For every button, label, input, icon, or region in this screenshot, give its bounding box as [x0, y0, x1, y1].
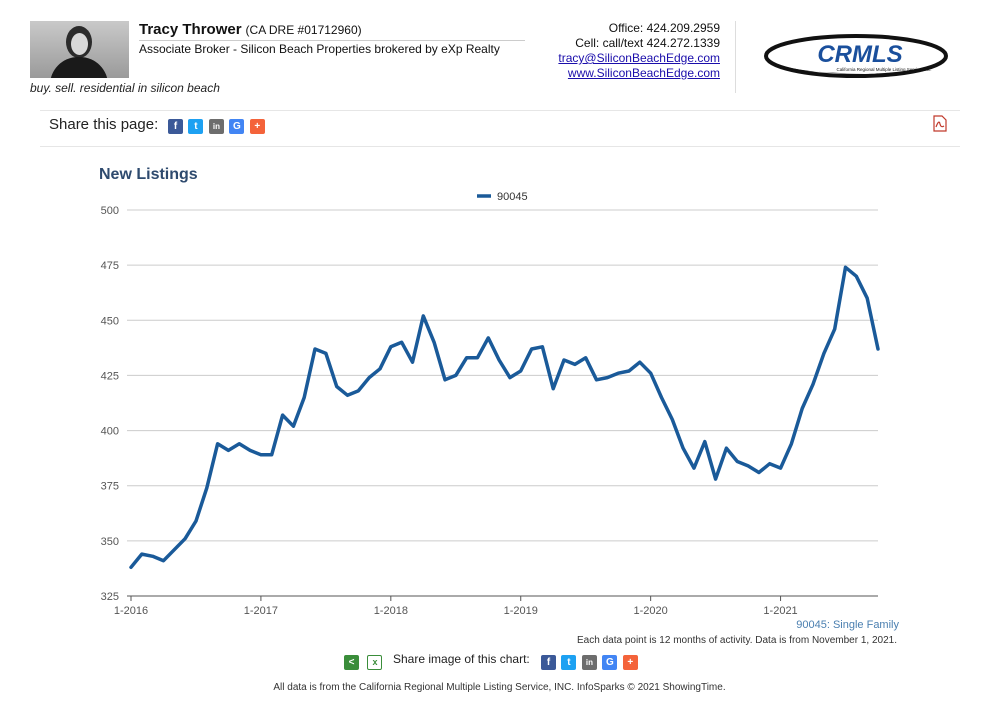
- chart-linkedin-icon[interactable]: in: [581, 655, 597, 670]
- x-tick-label: 1-2016: [114, 605, 148, 617]
- chart-tools: < x: [344, 652, 383, 670]
- logo-text: CRMLS: [817, 41, 902, 68]
- google-icon[interactable]: G: [229, 119, 245, 134]
- series-line-90045: [129, 265, 880, 570]
- y-tick-label: 450: [101, 315, 119, 327]
- chart-more-share-icon[interactable]: +: [622, 655, 638, 670]
- twitter-icon[interactable]: t: [188, 119, 204, 134]
- x-tick-label: 1-2018: [374, 605, 408, 617]
- y-tick-label: 350: [101, 536, 119, 548]
- share-chart-icon[interactable]: <: [344, 655, 359, 670]
- chart-google-icon[interactable]: G: [602, 655, 618, 670]
- cell-phone: Cell: call/text 424.272.1339: [575, 36, 720, 50]
- legend-label: 90045: [497, 191, 528, 203]
- x-tick-label: 1-2017: [244, 605, 278, 617]
- agent-license: (CA DRE #01712960): [245, 23, 362, 37]
- excel-export-icon[interactable]: x: [367, 655, 383, 670]
- chart-note: Each data point is 12 months of activity…: [577, 635, 897, 646]
- share-page-label: Share this page:: [49, 116, 159, 133]
- x-tick-label: 1-2020: [634, 605, 668, 617]
- y-tick-label: 475: [101, 260, 119, 272]
- header-divider: [735, 21, 736, 93]
- agent-title: Associate Broker - Silicon Beach Propert…: [139, 40, 525, 56]
- agent-name-line: Tracy Thrower (CA DRE #01712960): [139, 21, 362, 38]
- data-credit: All data is from the California Regional…: [273, 682, 726, 693]
- agent-name: Tracy Thrower: [139, 21, 242, 38]
- share-chart-label: Share image of this chart:: [393, 652, 530, 666]
- top-rule: [40, 110, 960, 111]
- office-phone: Office: 424.209.2959: [608, 21, 720, 35]
- share-rule: [40, 146, 960, 147]
- linkedin-icon[interactable]: in: [208, 119, 224, 134]
- y-tick-label: 375: [101, 481, 119, 493]
- contact-block: Office: 424.209.2959 Cell: call/text 424…: [520, 21, 720, 81]
- y-tick-label: 425: [101, 370, 119, 382]
- crmls-logo: CRMLS California Regional Multiple Listi…: [764, 34, 948, 78]
- chart-title: New Listings: [99, 166, 198, 183]
- facebook-icon[interactable]: f: [168, 119, 183, 134]
- share-page-icons: f t in G +: [168, 116, 265, 134]
- y-tick-label: 500: [101, 205, 119, 217]
- chart-twitter-icon[interactable]: t: [561, 655, 577, 670]
- more-share-icon[interactable]: +: [249, 119, 265, 134]
- pdf-icon[interactable]: [932, 115, 948, 132]
- share-chart-icons: f t in G +: [541, 652, 638, 670]
- website-link[interactable]: www.SiliconBeachEdge.com: [567, 66, 720, 80]
- x-tick-label: 1-2021: [763, 605, 797, 617]
- chart-facebook-icon[interactable]: f: [541, 655, 556, 670]
- email-link[interactable]: tracy@SiliconBeachEdge.com: [558, 51, 720, 65]
- y-tick-label: 325: [101, 591, 119, 603]
- chart-subtitle: 90045: Single Family: [796, 619, 899, 631]
- agent-tagline: buy. sell. residential in silicon beach: [30, 81, 220, 95]
- logo-subtext: California Regional Multiple Listing Ser…: [836, 67, 931, 72]
- agent-photo: [30, 21, 129, 78]
- y-tick-label: 400: [101, 426, 119, 438]
- x-tick-label: 1-2019: [504, 605, 538, 617]
